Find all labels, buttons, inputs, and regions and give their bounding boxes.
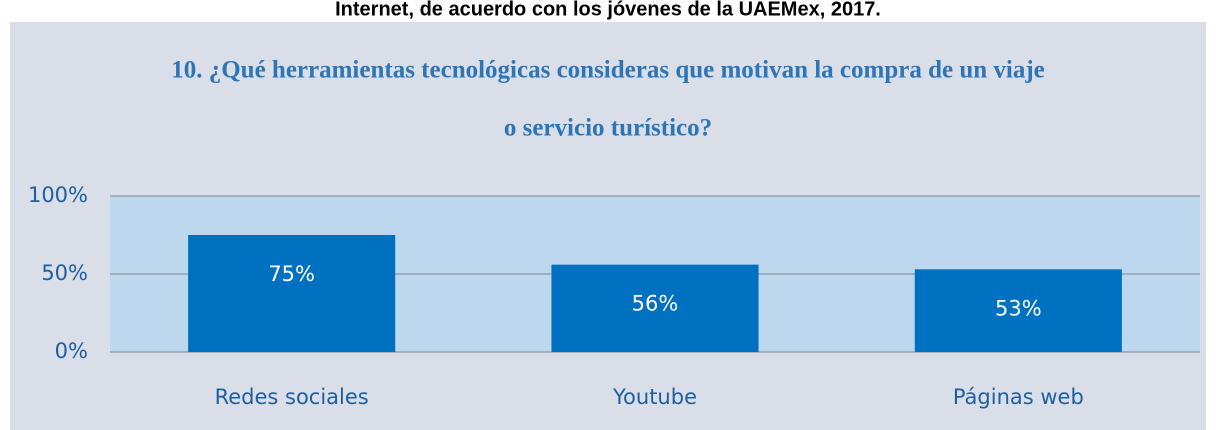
chart-title: o servicio turístico? <box>504 115 712 142</box>
x-tick-label: Youtube <box>612 385 697 409</box>
chart-title: 10. ¿Qué herramientas tecnológicas consi… <box>171 57 1045 84</box>
data-label: 53% <box>995 296 1042 320</box>
bar <box>188 235 396 352</box>
y-tick-label: 100% <box>28 183 88 207</box>
x-tick-label: Redes sociales <box>215 385 369 409</box>
bar <box>914 269 1122 352</box>
data-label: 56% <box>632 292 679 316</box>
data-label: 75% <box>268 262 315 286</box>
x-tick-label: Páginas web <box>953 385 1084 409</box>
y-tick-label: 50% <box>41 261 88 285</box>
y-tick-label: 0% <box>55 339 88 363</box>
bar <box>551 264 759 352</box>
caption: Internet, de acuerdo con los jóvenes de … <box>335 0 881 20</box>
